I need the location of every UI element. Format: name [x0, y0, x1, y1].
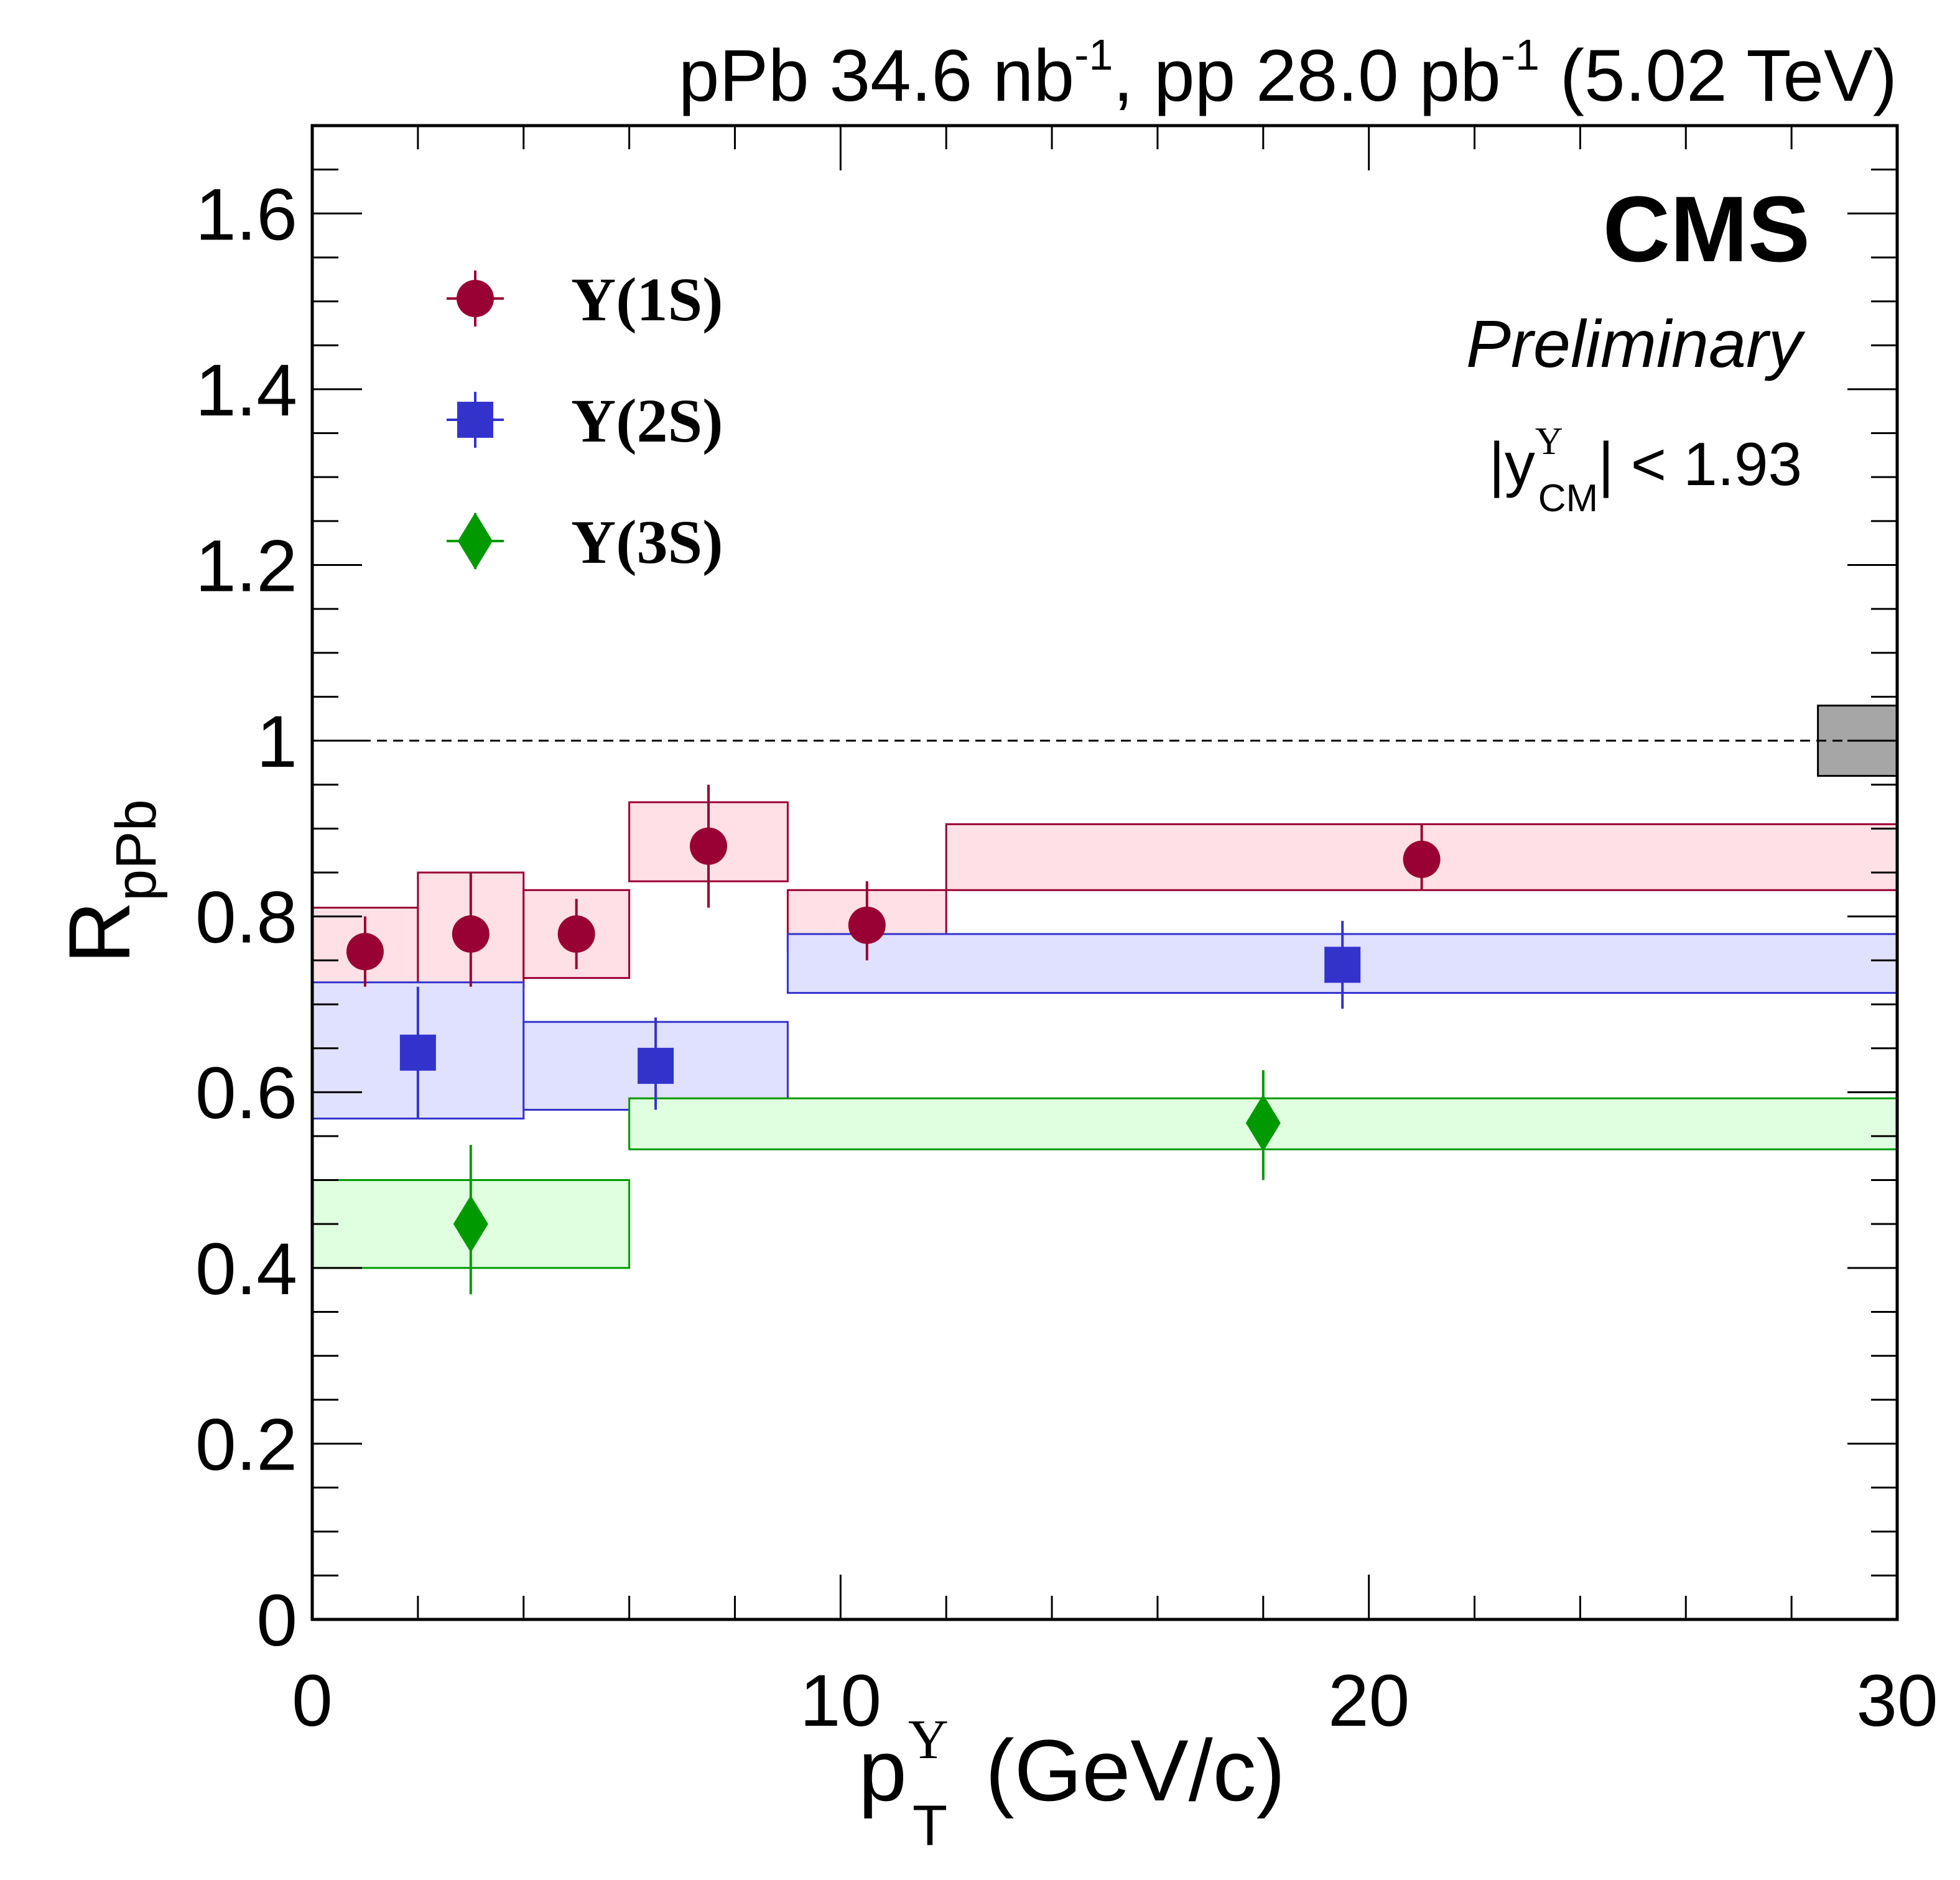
plot-layer: 0 10 20 30 0 0.2 0.4 0.6 0.8 1 1.2 1.4 1.6 [195, 124, 1938, 1742]
y-tick-label: 1 [256, 701, 297, 783]
data-point-3s-1 [453, 1195, 488, 1253]
y-axis-title: RpPb [50, 799, 168, 964]
legend-label-1s: Υ(1S) [571, 265, 723, 334]
legend-label-2s: Υ(2S) [571, 386, 723, 455]
rapidity-cut-label: |yΥ CM| < 1.93 [1489, 420, 1802, 520]
x-tick-label: 0 [292, 1660, 333, 1742]
y-tick-label: 1.6 [195, 174, 297, 256]
data-point-1s-4 [690, 827, 727, 865]
x-axis-title: pΥ T (GeV/c) [858, 1709, 1285, 1858]
preliminary-label: Preliminary [1466, 306, 1806, 381]
legend-marker-3s [458, 512, 493, 570]
legend-marker-2s [457, 402, 493, 438]
data-point-3s-2 [1245, 1094, 1281, 1152]
legend-marker-1s [457, 280, 494, 317]
x-tick-label: 30 [1856, 1660, 1938, 1742]
y-tick-label: 0 [256, 1580, 297, 1662]
legend: Υ(1S) Υ(2S) Υ(3S) [447, 265, 723, 577]
data-point-1s-1 [346, 933, 384, 971]
data-point-1s-2 [452, 915, 490, 953]
data-point-2s-1 [399, 1034, 436, 1071]
data-point-2s-2 [638, 1047, 674, 1084]
legend-label-3s: Υ(3S) [571, 507, 723, 577]
data-point-1s-3 [557, 915, 595, 953]
x-tick-label: 20 [1328, 1660, 1410, 1742]
data-point-1s-5 [848, 906, 886, 944]
data-point-2s-3 [1324, 947, 1361, 983]
cms-label: CMS [1603, 177, 1810, 281]
y-tick-label: 0.4 [195, 1228, 297, 1310]
y-tick-label: 0.8 [195, 877, 297, 959]
y-tick-label: 0.2 [195, 1404, 297, 1486]
y-tick-label: 0.6 [195, 1052, 297, 1134]
y-tick-label: 1.2 [195, 525, 297, 607]
x-tick-label: 10 [800, 1660, 881, 1742]
y-tick-label: 1.4 [195, 350, 297, 432]
data-point-1s-6 [1403, 840, 1441, 878]
header-luminosity: pPb 34.6 nb-1, pp 28.0 pb-1 (5.02 TeV) [679, 30, 1897, 117]
